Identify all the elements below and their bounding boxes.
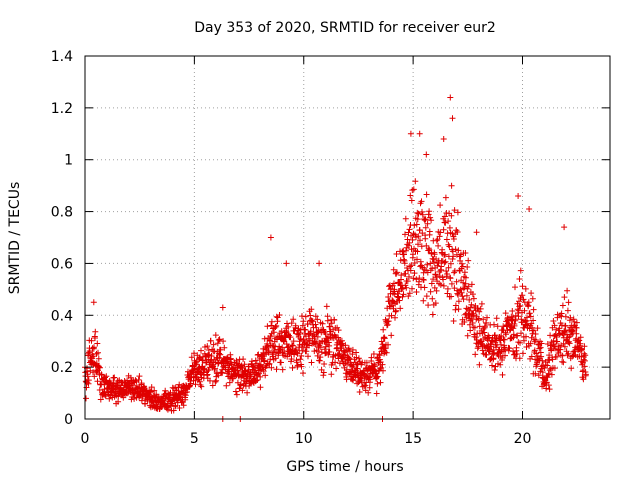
y-tick-label: 1.2: [51, 101, 73, 117]
x-tick-label: 0: [81, 431, 90, 447]
y-tick-label: 0.6: [51, 256, 73, 272]
y-axis-label: SRMTID / TECUs: [7, 182, 23, 295]
y-tick-label: 0: [64, 412, 73, 428]
x-tick-label: 20: [514, 431, 532, 447]
axis-ticks: 0 0.2 0.4 0.6 0.8 1 1.2 1.4 0 5 10 15 20: [51, 49, 610, 447]
x-tick-label: 5: [190, 431, 199, 447]
y-tick-label: 0.4: [51, 308, 73, 324]
x-tick-label: 15: [404, 431, 422, 447]
y-tick-label: 1: [64, 153, 73, 169]
y-tick-label: 1.4: [51, 49, 73, 65]
x-axis-label: GPS time / hours: [286, 459, 403, 475]
y-tick-label: 0.2: [51, 360, 73, 376]
grid: [85, 56, 610, 419]
y-tick-label: 0.8: [51, 205, 73, 221]
x-tick-label: 10: [295, 431, 313, 447]
chart-title: Day 353 of 2020, SRMTID for receiver eur…: [194, 20, 496, 36]
plot-frame: [84, 55, 611, 420]
